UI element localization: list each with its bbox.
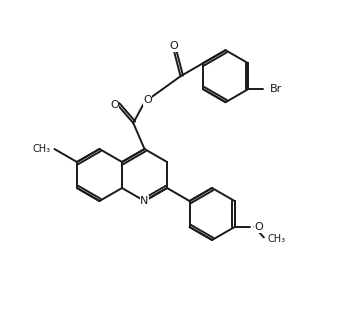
- Text: N: N: [140, 196, 149, 206]
- Text: CH₃: CH₃: [268, 234, 286, 245]
- Text: O: O: [254, 222, 263, 232]
- Text: O: O: [110, 100, 119, 110]
- Text: Br: Br: [270, 84, 282, 94]
- Text: O: O: [169, 41, 178, 51]
- Text: CH₃: CH₃: [32, 144, 50, 154]
- Text: O: O: [143, 95, 152, 105]
